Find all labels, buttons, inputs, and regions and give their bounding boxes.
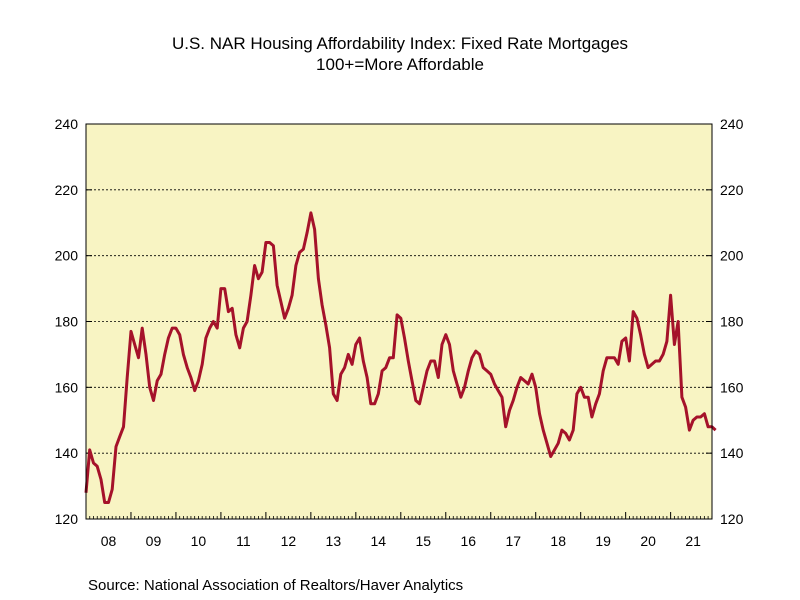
x-tick-label: 11 bbox=[236, 533, 251, 549]
x-tick-label: 20 bbox=[640, 533, 656, 549]
y-tick-label-left: 180 bbox=[55, 314, 79, 330]
chart-title: U.S. NAR Housing Affordability Index: Fi… bbox=[171, 34, 629, 53]
x-tick-label: 12 bbox=[281, 533, 297, 549]
y-tick-label-right: 140 bbox=[720, 445, 744, 461]
y-axis-ticks: 120 120 140 140 160 160 180 180 200 200 220 220 240 2… bbox=[55, 116, 744, 527]
x-axis-ticks: 08 09 10 11 12 13 14 15 16 17 18 19 20 21 bbox=[89, 512, 713, 549]
plot-border bbox=[85, 123, 713, 520]
y-tick-label-left: 240 bbox=[55, 116, 79, 132]
y-tick-label-left: 200 bbox=[55, 248, 79, 264]
gridlines bbox=[86, 189, 712, 454]
source-note: Source: National Association of Realtors… bbox=[88, 577, 464, 594]
y-tick-label-right: 160 bbox=[720, 379, 744, 395]
series-line bbox=[84, 211, 717, 504]
x-tick-label: 14 bbox=[371, 533, 387, 549]
x-tick-label: 19 bbox=[595, 533, 611, 549]
x-tick-label: 17 bbox=[505, 533, 521, 549]
x-tick-label: 21 bbox=[685, 533, 701, 549]
y-tick-label-right: 120 bbox=[720, 511, 744, 527]
y-tick-label-right: 200 bbox=[720, 248, 744, 264]
chart-subtitle: 100+=More Affordable bbox=[316, 55, 484, 74]
x-tick-label: 09 bbox=[146, 533, 162, 549]
y-tick-label-left: 120 bbox=[55, 511, 79, 527]
y-tick-label-left: 160 bbox=[55, 379, 79, 395]
y-tick-label-right: 180 bbox=[720, 314, 744, 330]
y-tick-label-right: 240 bbox=[720, 116, 744, 132]
x-tick-label: 08 bbox=[101, 533, 117, 549]
y-tick-label-left: 220 bbox=[55, 182, 79, 198]
y-tick-label-left: 140 bbox=[55, 445, 79, 461]
x-tick-label: 13 bbox=[326, 533, 342, 549]
x-tick-label: 10 bbox=[191, 533, 207, 549]
x-tick-label: 18 bbox=[550, 533, 566, 549]
x-tick-label: 16 bbox=[460, 533, 476, 549]
y-tick-label-right: 220 bbox=[720, 182, 744, 198]
x-tick-label: 15 bbox=[415, 533, 431, 549]
